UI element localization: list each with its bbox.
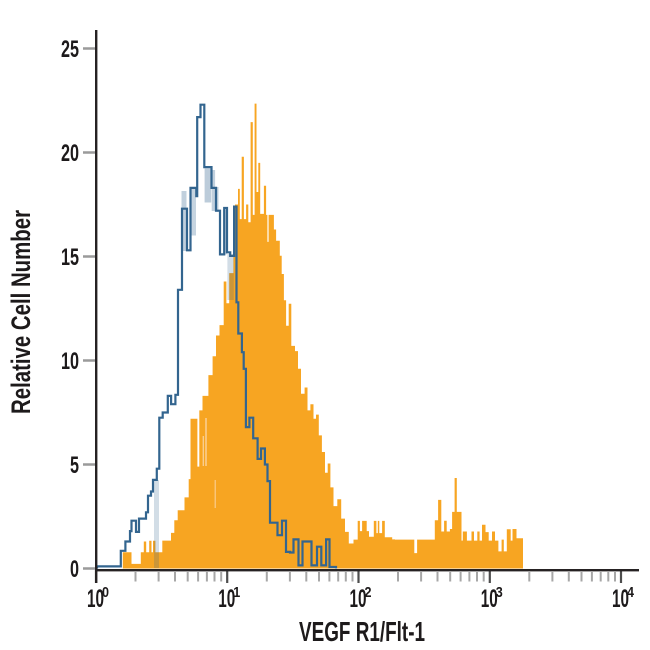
svg-text:1: 1 xyxy=(233,584,240,601)
svg-text:10: 10 xyxy=(350,585,367,613)
svg-text:Relative Cell Number: Relative Cell Number xyxy=(6,210,36,414)
svg-text:10: 10 xyxy=(61,348,79,375)
svg-text:5: 5 xyxy=(70,452,79,479)
svg-text:10: 10 xyxy=(612,585,629,613)
svg-text:25: 25 xyxy=(61,36,79,63)
svg-text:20: 20 xyxy=(61,140,79,167)
svg-text:10: 10 xyxy=(481,585,498,613)
svg-text:3: 3 xyxy=(496,584,503,601)
svg-text:10: 10 xyxy=(218,585,235,613)
svg-text:4: 4 xyxy=(627,584,635,601)
svg-text:10: 10 xyxy=(87,585,104,613)
svg-text:15: 15 xyxy=(61,244,79,271)
svg-text:VEGF R1/Flt-1: VEGF R1/Flt-1 xyxy=(299,616,425,647)
svg-text:0: 0 xyxy=(70,556,79,583)
svg-text:0: 0 xyxy=(102,584,109,601)
svg-text:2: 2 xyxy=(365,584,372,601)
